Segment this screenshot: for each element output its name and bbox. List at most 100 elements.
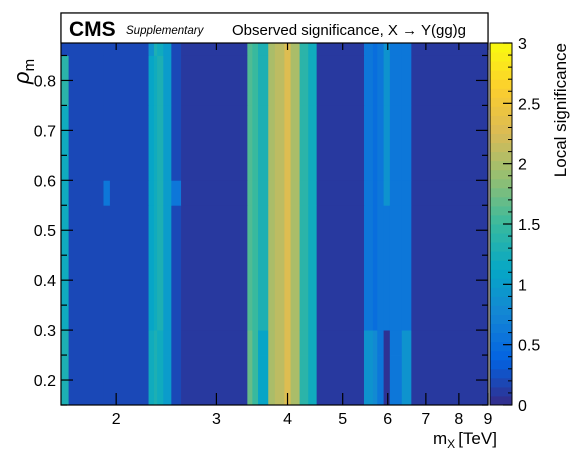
colorbar-swatch: [490, 115, 512, 125]
heatmap-cell: [157, 105, 164, 181]
y-tick-label: 0.4: [34, 273, 56, 290]
heatmap-cell: [377, 55, 385, 106]
heatmap-cell: [268, 330, 276, 356]
heatmap-cell: [252, 180, 259, 206]
heatmap-cell: [258, 55, 269, 106]
colorbar-swatch: [490, 124, 512, 134]
heatmap-cell: [247, 180, 253, 206]
heatmap-cell: [299, 355, 309, 406]
heatmap-cell: [308, 105, 318, 181]
x-axis-title-symbol: m: [433, 429, 447, 448]
heatmap-cell: [274, 55, 285, 106]
heatmap-cell: [157, 330, 164, 356]
heatmap-cell: [411, 55, 489, 106]
heatmap-cell: [163, 355, 172, 406]
heatmap-cell: [157, 205, 164, 331]
colorbar-swatch: [490, 359, 512, 370]
colorbar-tick-label: 3: [518, 36, 527, 53]
heatmap-cell: [61, 43, 70, 56]
heatmap-cell: [157, 355, 164, 406]
heatmap-cell: [268, 180, 276, 206]
cms-label: CMS: [69, 18, 116, 41]
heatmap-cell: [68, 205, 91, 331]
heatmap-cell: [284, 330, 291, 356]
heatmap-cell: [290, 55, 300, 106]
colorbar-swatch: [490, 43, 512, 53]
heatmap-cell: [389, 355, 403, 406]
heatmap-cell: [363, 105, 374, 181]
heatmap-cell: [316, 205, 365, 331]
heatmap-cell: [377, 330, 385, 356]
colorbar-swatch: [490, 242, 512, 252]
header-band: [60, 12, 489, 44]
colorbar-tick-label: 1.5: [518, 217, 540, 234]
heatmap-cell: [316, 180, 365, 206]
heatmap-cell: [308, 355, 318, 406]
heatmap-cell: [163, 55, 172, 106]
colorbar-swatch: [490, 251, 512, 261]
heatmap-cell: [372, 355, 378, 406]
heatmap-cell: [171, 330, 182, 356]
heatmap-cell: [163, 205, 172, 331]
heatmap-cell: [148, 55, 155, 106]
colorbar-swatch: [490, 187, 512, 198]
heatmap-cell: [363, 330, 374, 356]
y-tick-label: 0.3: [34, 323, 56, 340]
heatmap-cell: [401, 330, 412, 356]
x-axis-title-subscript: X: [447, 437, 455, 451]
heatmap-cell: [316, 43, 365, 56]
heatmap-cell: [181, 355, 248, 406]
heatmap-cell: [363, 205, 374, 331]
y-tick-label: 0.2: [34, 373, 56, 390]
heatmap-cell: [90, 205, 104, 331]
heatmap-cell: [153, 330, 158, 356]
colorbar-swatch: [490, 314, 512, 325]
heatmap-cell: [383, 105, 391, 181]
colorbar-swatch: [490, 305, 512, 315]
colorbar-swatch: [490, 269, 512, 279]
heatmap-cell: [247, 205, 253, 331]
heatmap-cell: [68, 105, 91, 181]
heatmap-cell: [258, 330, 269, 356]
heatmap-cell: [308, 180, 318, 206]
heatmap-cell: [68, 180, 91, 206]
heatmap-cell: [148, 330, 155, 356]
colorbar-tick-label: 2: [518, 157, 527, 174]
heatmap-cell: [148, 105, 155, 181]
supplementary-label: Supplementary: [126, 25, 205, 37]
heatmap-cell: [290, 330, 300, 356]
heatmap-cell: [411, 105, 489, 181]
colorbar-swatch: [490, 160, 512, 171]
heatmap-cell: [109, 43, 149, 56]
y-axis-title-symbol: ρ: [9, 71, 34, 85]
colorbar-swatch: [490, 97, 512, 107]
heatmap-cell: [153, 180, 158, 206]
heatmap-cell: [181, 330, 248, 356]
y-axis: 0.2 0.3 0.4 0.5 0.6 0.7 0.8: [34, 54, 488, 406]
colorbar-swatch: [490, 214, 512, 225]
heatmap-cell: [68, 55, 91, 106]
heatmap-cell: [383, 55, 391, 106]
heatmap-cell: [308, 205, 318, 331]
colorbar-swatch: [490, 178, 512, 189]
heatmap-cell: [372, 43, 378, 56]
heatmap-cell: [299, 205, 309, 331]
heatmap-cell: [252, 205, 259, 331]
heatmap-cell: [389, 330, 403, 356]
colorbar-swatch: [490, 133, 512, 144]
heatmap-cell: [109, 55, 149, 106]
heatmap-cell: [247, 330, 253, 356]
heatmap-cell: [316, 55, 365, 106]
heatmap-cell: [171, 205, 182, 331]
colorbar-swatch: [490, 350, 512, 361]
heatmap-cell: [284, 180, 291, 206]
colorbar-title: Local significance: [551, 43, 570, 177]
heatmap-cell: [284, 355, 291, 406]
colorbar-swatch: [490, 52, 512, 62]
heatmap-cell: [148, 180, 155, 206]
heatmap-cell: [377, 43, 385, 56]
heatmap-cell: [383, 205, 391, 331]
heatmap-cell: [274, 105, 285, 181]
colorbar-swatch: [490, 205, 512, 216]
